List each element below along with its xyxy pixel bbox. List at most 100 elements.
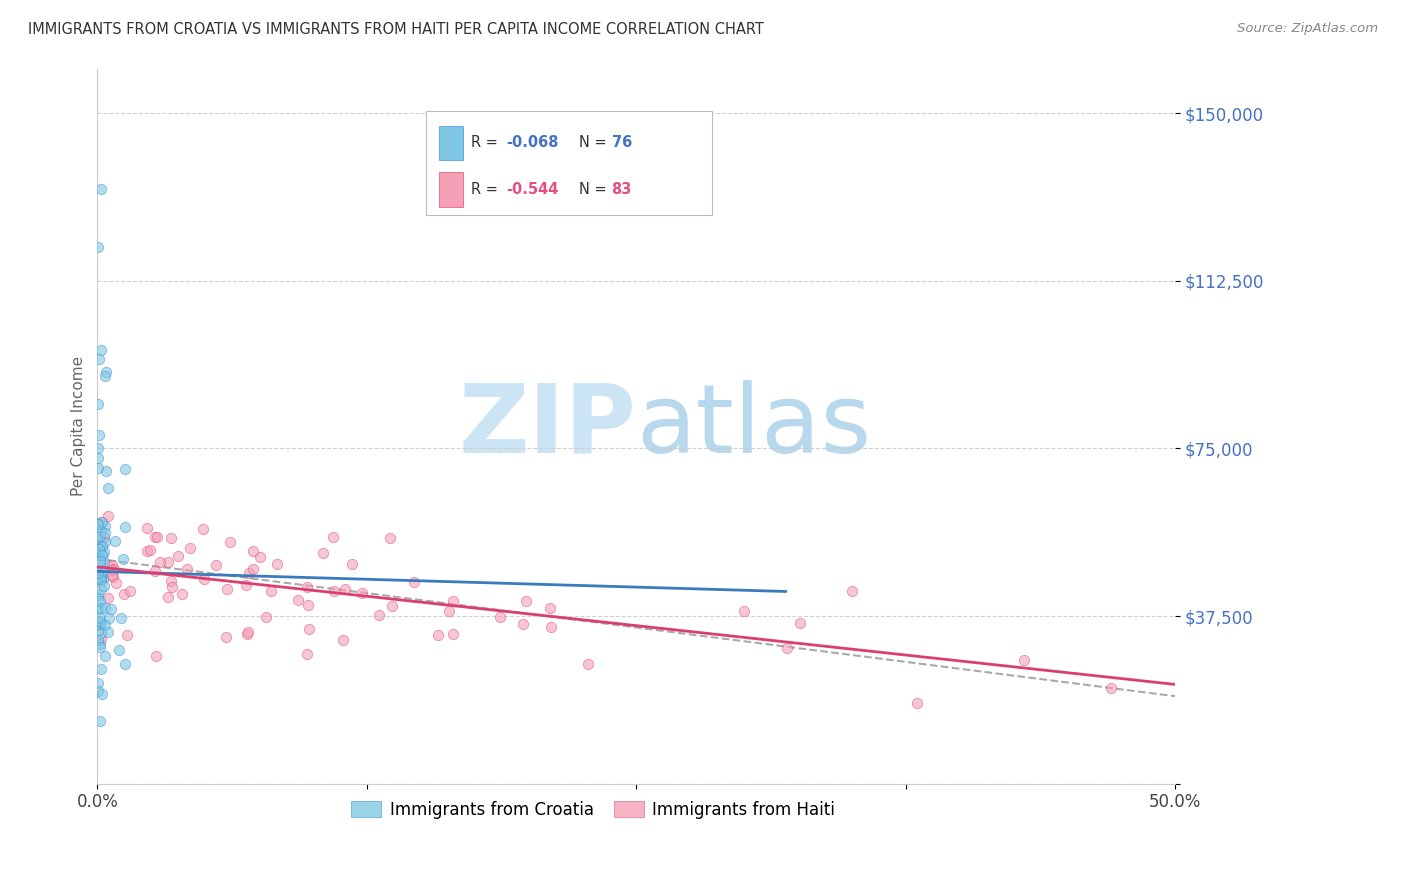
Point [380, 531, 402, 545]
Point [437, 604, 460, 618]
Point [381, 599, 404, 613]
Point [93, 545, 115, 559]
Point [87, 588, 110, 602]
Point [97, 508, 120, 523]
Point [87, 614, 110, 628]
Point [170, 586, 193, 600]
Text: -0.544: -0.544 [506, 182, 558, 197]
Point [114, 657, 136, 671]
Point [323, 584, 346, 599]
Text: N =: N = [579, 182, 612, 197]
Point [166, 549, 188, 563]
FancyBboxPatch shape [439, 172, 463, 207]
Point [89, 593, 111, 607]
Point [110, 610, 132, 624]
Point [93, 555, 115, 569]
Point [90, 524, 112, 539]
Point [87, 517, 110, 532]
Text: -0.068: -0.068 [506, 136, 558, 151]
Point [236, 627, 259, 641]
Text: atlas: atlas [637, 380, 872, 473]
Point [1014, 653, 1036, 667]
Point [295, 580, 318, 594]
Point [89, 640, 111, 654]
Point [89, 539, 111, 553]
Text: R =: R = [471, 182, 503, 197]
Point [89, 557, 111, 571]
Text: N =: N = [579, 136, 612, 151]
Point [90, 567, 112, 582]
Point [297, 599, 319, 613]
Point [120, 583, 142, 598]
Point [789, 615, 811, 630]
Point [93, 368, 115, 383]
Point [89, 573, 111, 587]
Point [87, 442, 110, 456]
Point [89, 541, 111, 556]
Point [1099, 681, 1122, 696]
Point [87, 517, 110, 532]
Point [90, 582, 112, 596]
Point [905, 696, 928, 710]
Point [191, 522, 214, 536]
Y-axis label: Per Capita Income: Per Capita Income [72, 356, 86, 496]
Point [93, 519, 115, 533]
Point [93, 579, 115, 593]
Text: ZIP: ZIP [458, 380, 637, 473]
Point [312, 546, 335, 560]
Point [156, 555, 179, 569]
Point [93, 564, 115, 578]
Point [236, 625, 259, 640]
Point [238, 566, 260, 580]
Point [90, 182, 112, 196]
Point [145, 530, 167, 544]
Point [104, 534, 127, 549]
Point [98, 611, 121, 625]
Text: 83: 83 [612, 182, 631, 197]
Point [138, 543, 160, 558]
Point [90, 539, 112, 553]
Point [89, 554, 111, 568]
Point [89, 637, 111, 651]
Point [260, 584, 283, 599]
Point [254, 610, 277, 624]
Point [242, 543, 264, 558]
Point [112, 551, 135, 566]
Point [87, 545, 110, 559]
Point [298, 622, 321, 636]
Point [91, 549, 114, 563]
Point [179, 541, 201, 555]
Point [176, 562, 198, 576]
Point [97, 625, 120, 640]
Point [87, 460, 110, 475]
Point [103, 570, 125, 584]
Point [242, 562, 264, 576]
Text: Source: ZipAtlas.com: Source: ZipAtlas.com [1237, 22, 1378, 36]
Point [322, 530, 344, 544]
Point [87, 566, 110, 580]
Point [96, 366, 118, 380]
Point [101, 568, 124, 582]
Point [143, 564, 166, 578]
Point [93, 531, 115, 545]
Point [90, 573, 112, 587]
Point [114, 520, 136, 534]
Point [87, 684, 110, 698]
Point [489, 610, 512, 624]
Point [427, 628, 450, 642]
Point [215, 630, 238, 644]
Point [91, 573, 114, 587]
Point [89, 617, 111, 632]
Point [112, 587, 135, 601]
Point [145, 649, 167, 664]
Point [103, 562, 125, 576]
Point [160, 581, 183, 595]
Point [287, 593, 309, 607]
Point [94, 601, 117, 615]
Point [441, 627, 464, 641]
Text: R =: R = [471, 136, 503, 151]
Point [576, 657, 599, 672]
Point [87, 675, 110, 690]
Point [733, 604, 755, 618]
Point [157, 590, 180, 604]
